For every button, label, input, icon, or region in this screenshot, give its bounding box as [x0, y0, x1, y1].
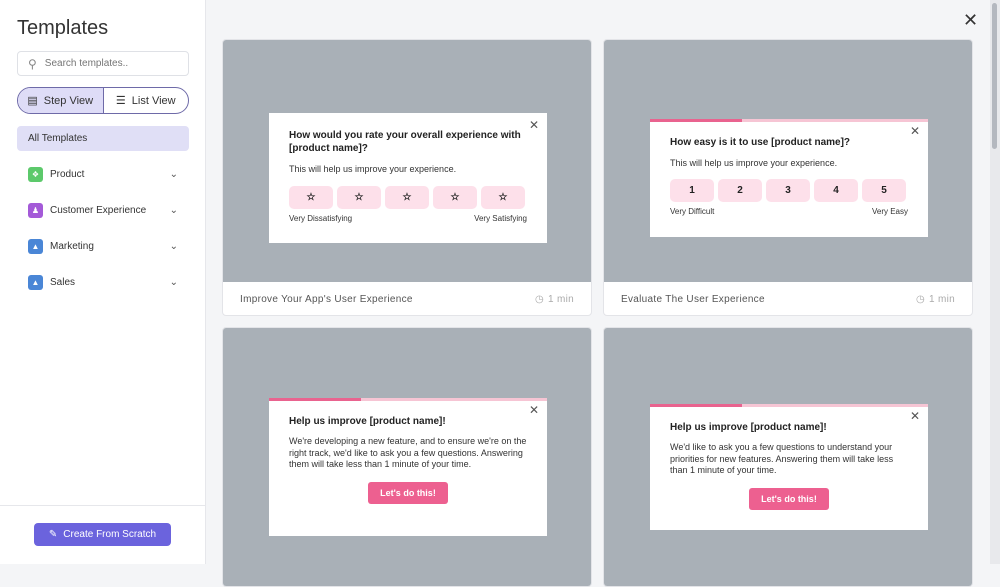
category-label: Sales — [50, 276, 76, 288]
product-icon: ❖ — [28, 166, 43, 182]
megaphone-icon: ▲ — [28, 274, 43, 290]
card-preview: ✕ How would you rate your overall experi… — [223, 40, 591, 282]
scrollbar[interactable] — [990, 0, 1000, 564]
search-input[interactable] — [44, 58, 165, 69]
list-view-label: List View — [131, 94, 176, 107]
step-view-icon: ▤ — [27, 95, 38, 107]
sidebar-item-marketing[interactable]: ▲ Marketing ⌄ — [28, 238, 178, 254]
close-icon: ✕ — [528, 403, 539, 417]
close-icon: ✕ — [909, 409, 920, 423]
survey-modal: ✕ Help us improve [product name]! We'd l… — [650, 404, 928, 530]
chevron-down-icon[interactable]: ⌄ — [169, 204, 178, 216]
option: 3 — [766, 178, 810, 202]
chevron-down-icon[interactable]: ⌄ — [169, 276, 178, 288]
survey-question: Help us improve [product name]! — [670, 422, 827, 433]
sidebar-item-product[interactable]: ❖ Product ⌄ — [28, 166, 178, 182]
survey-modal: ✕ How would you rate your overall experi… — [269, 113, 547, 243]
create-from-scratch-button[interactable]: ✎ Create From Scratch — [34, 523, 171, 546]
option: 4 — [814, 178, 858, 202]
survey-question: How easy is it to use [product name]? — [670, 137, 851, 148]
clock-icon: ◷ — [916, 294, 926, 305]
search-box[interactable]: ⚲ — [17, 51, 189, 76]
category-label: Product — [50, 168, 85, 180]
step-view-label: Step View — [43, 94, 94, 107]
option: 2 — [718, 178, 762, 202]
survey-subtext: We'd like to ask you a few questions to … — [670, 442, 894, 475]
card-preview: ✕ How easy is it to use [product name]? … — [604, 40, 972, 282]
sidebar-item-customer-experience[interactable]: ♟ Customer Experience ⌄ — [28, 202, 178, 218]
category-label: Customer Experience — [50, 204, 147, 216]
card-preview: ✕ Help us improve [product name]! We're … — [223, 328, 591, 586]
close-icon[interactable]: ✕ — [963, 10, 979, 30]
star-icon: ☆ — [337, 185, 381, 209]
progress-bar — [650, 119, 928, 122]
sidebar: Templates ⚲ ▤ Step View ☰ List View All Te… — [0, 0, 206, 564]
page-title: Templates — [17, 17, 109, 39]
megaphone-icon: ▲ — [28, 238, 43, 254]
view-toggle: ▤ Step View ☰ List View — [17, 87, 189, 114]
star-icon: ☆ — [433, 185, 477, 209]
template-card[interactable]: ✕ How would you rate your overall experi… — [222, 39, 592, 316]
template-card[interactable]: ✕ Help us improve [product name]! We're … — [222, 327, 592, 587]
survey-subtext: This will help us improve your experienc… — [289, 164, 457, 174]
star-icon: ☆ — [289, 185, 333, 209]
chevron-down-icon[interactable]: ⌄ — [169, 168, 178, 180]
cta-button: Let's do this! — [368, 481, 448, 504]
list-icon: ☰ — [115, 95, 126, 107]
customer-icon: ♟ — [28, 202, 43, 218]
star-icon: ☆ — [385, 185, 429, 209]
clock-icon: ◷ — [535, 294, 545, 305]
scrollbar-thumb[interactable] — [992, 3, 997, 149]
create-label: Create From Scratch — [63, 529, 157, 540]
low-label: Very Difficult — [670, 206, 715, 216]
cta-button: Let's do this! — [749, 487, 829, 510]
survey-modal: ✕ How easy is it to use [product name]? … — [650, 119, 928, 237]
option: 5 — [862, 178, 906, 202]
survey-modal: ✕ Help us improve [product name]! We're … — [269, 398, 547, 536]
template-card[interactable]: ✕ How easy is it to use [product name]? … — [603, 39, 973, 316]
high-label: Very Satisfying — [474, 213, 527, 223]
pencil-icon: ✎ — [48, 529, 58, 540]
progress-bar — [650, 404, 928, 407]
card-title: Improve Your App's User Experience — [240, 294, 413, 305]
card-title: Evaluate The User Experience — [621, 294, 765, 305]
category-label: Marketing — [50, 240, 94, 252]
rating-options: ☆ ☆ ☆ ☆ ☆ — [289, 185, 527, 209]
card-time: 1 min — [548, 294, 574, 305]
step-view-button[interactable]: ▤ Step View — [18, 88, 104, 113]
sidebar-item-all-templates[interactable]: All Templates — [17, 126, 189, 151]
chevron-down-icon[interactable]: ⌄ — [169, 240, 178, 252]
option: 1 — [670, 178, 714, 202]
card-preview: ✕ Help us improve [product name]! We'd l… — [604, 328, 972, 586]
survey-subtext: We're developing a new feature, and to e… — [289, 436, 527, 469]
template-card[interactable]: ✕ Help us improve [product name]! We'd l… — [603, 327, 973, 587]
close-icon: ✕ — [909, 124, 920, 138]
search-icon: ⚲ — [28, 56, 37, 71]
survey-question: Help us improve [product name]! — [289, 416, 446, 427]
sidebar-footer — [0, 505, 206, 564]
sidebar-item-sales[interactable]: ▲ Sales ⌄ — [28, 274, 178, 290]
survey-question: How would you rate your overall experien… — [289, 130, 521, 154]
progress-bar — [269, 398, 547, 401]
card-time: 1 min — [929, 294, 955, 305]
high-label: Very Easy — [871, 206, 908, 216]
list-view-button[interactable]: ☰ List View — [104, 88, 189, 113]
close-icon: ✕ — [528, 118, 539, 132]
low-label: Very Dissatisfying — [289, 213, 353, 223]
star-icon: ☆ — [481, 185, 525, 209]
survey-subtext: This will help us improve your experienc… — [670, 158, 838, 168]
